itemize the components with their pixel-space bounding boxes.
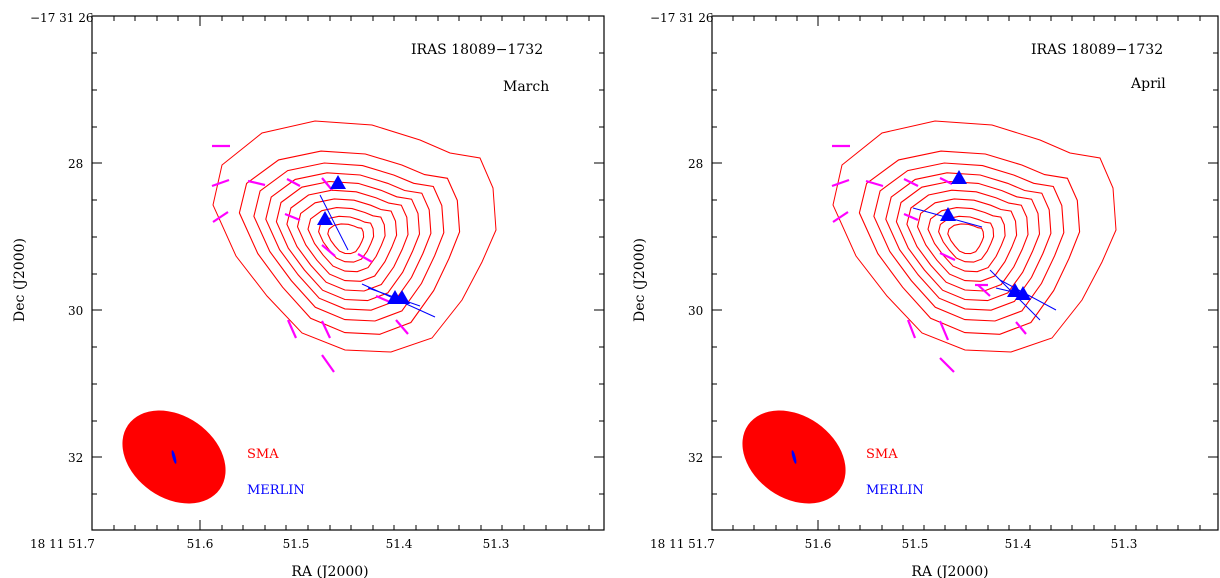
polarization-vector xyxy=(247,179,266,187)
polarization-vector xyxy=(321,320,331,339)
polarization-vector xyxy=(212,211,229,223)
contour-level xyxy=(253,162,445,322)
legend-sma: SMA xyxy=(866,447,898,462)
contour-level xyxy=(275,180,421,302)
epoch-label: March xyxy=(503,79,549,95)
ticks xyxy=(711,15,1218,530)
x-tick-label: 51.4 xyxy=(1005,537,1032,551)
maser-markers xyxy=(317,175,410,304)
maser-marker xyxy=(394,290,410,304)
maser-marker xyxy=(330,175,346,189)
top-left-tick-label: −17 31 26 xyxy=(650,11,714,25)
contour-level xyxy=(265,172,432,311)
x-axis-label: RA (J2000) xyxy=(911,564,988,578)
polarization-vector xyxy=(831,178,850,188)
polarization-vector xyxy=(286,178,301,187)
contour-level xyxy=(906,189,1029,292)
polarization-vectors xyxy=(831,144,1027,373)
x-tick-label: 51.3 xyxy=(1111,537,1138,551)
polarization-vector xyxy=(939,252,956,261)
ticks xyxy=(91,15,604,530)
polarization-vector xyxy=(906,319,917,339)
x-tick-label: 18 11 51.7 xyxy=(650,537,715,551)
polarization-vector xyxy=(375,294,391,304)
x-tick-label: 51.6 xyxy=(805,537,832,551)
contour-level xyxy=(885,172,1052,311)
panel-april: IRAS 18089−1732 April −17 31 26 28 30 32… xyxy=(632,11,1219,578)
y-tick-label: 30 xyxy=(68,304,83,318)
polarization-vector xyxy=(357,253,373,263)
contour-level xyxy=(927,207,1006,273)
x-tick-label: 51.4 xyxy=(386,537,413,551)
legend-merlin: MERLIN xyxy=(866,483,924,498)
polarization-vector xyxy=(321,244,336,257)
x-tick-label: 51.3 xyxy=(483,537,510,551)
contour-level xyxy=(938,215,995,263)
contour-level xyxy=(318,215,375,263)
epoch-label: April xyxy=(1130,76,1166,92)
maser-marker xyxy=(1015,286,1031,300)
polarization-vector xyxy=(903,212,919,222)
top-left-tick-label: −17 31 26 xyxy=(30,11,94,25)
plot-frame xyxy=(711,15,1219,531)
polarization-vector xyxy=(939,177,953,185)
x-tick-label: 51.5 xyxy=(283,537,310,551)
x-tick-label: 51.5 xyxy=(902,537,929,551)
legend-merlin: MERLIN xyxy=(247,483,305,498)
maser-markers xyxy=(940,170,1031,300)
maser-marker xyxy=(317,211,333,225)
polarization-vector xyxy=(321,354,335,373)
polarization-vector xyxy=(865,179,884,188)
contour-level xyxy=(873,162,1065,322)
contour-level xyxy=(296,198,398,282)
y-axis-label: Dec (J2000) xyxy=(12,238,28,322)
maser-vectors xyxy=(912,207,1057,321)
y-tick-label: 30 xyxy=(688,304,703,318)
polarization-vector xyxy=(286,319,298,339)
source-label: IRAS 18089−1732 xyxy=(411,42,543,58)
maser-marker xyxy=(940,207,956,221)
polarization-vector xyxy=(939,357,955,373)
contour-level xyxy=(832,120,1117,353)
x-tick-label: 18 11 51.7 xyxy=(30,537,95,551)
maser-marker xyxy=(951,170,967,184)
y-tick-label: 32 xyxy=(688,451,703,465)
merlin-beam xyxy=(791,450,797,464)
y-tick-label: 32 xyxy=(68,451,83,465)
polarization-vectors xyxy=(211,144,409,373)
y-tick-label: 28 xyxy=(68,157,83,171)
legend-sma: SMA xyxy=(247,447,279,462)
polarization-vector xyxy=(211,178,230,188)
panel-march: IRAS 18089−1732 March −17 31 26 28 30 32… xyxy=(12,11,605,578)
polarization-vector xyxy=(977,284,991,297)
contour-level xyxy=(307,207,386,273)
y-axis-label: Dec (J2000) xyxy=(632,238,648,322)
contour-level xyxy=(212,120,497,353)
x-tick-label: 51.6 xyxy=(187,537,214,551)
polarization-vector xyxy=(1015,321,1027,335)
maser-vector xyxy=(319,194,349,251)
plot-frame xyxy=(91,15,605,531)
contours xyxy=(832,120,1117,353)
contour-level xyxy=(947,223,985,255)
polarization-vector xyxy=(321,177,333,191)
polarization-vector xyxy=(832,211,849,223)
contour-level xyxy=(286,189,409,292)
x-axis-label: RA (J2000) xyxy=(291,564,368,578)
polarization-vector xyxy=(284,212,301,222)
merlin-beam xyxy=(171,450,177,464)
polarization-vector xyxy=(395,319,409,335)
contour-level xyxy=(916,198,1018,282)
contour-level xyxy=(238,150,461,335)
contour-level xyxy=(858,150,1081,335)
contour-level xyxy=(327,223,365,255)
source-label: IRAS 18089−1732 xyxy=(1031,42,1163,58)
contours xyxy=(212,120,497,353)
polarization-vector xyxy=(903,178,919,187)
y-tick-label: 28 xyxy=(688,157,703,171)
polarization-vector xyxy=(938,320,950,341)
